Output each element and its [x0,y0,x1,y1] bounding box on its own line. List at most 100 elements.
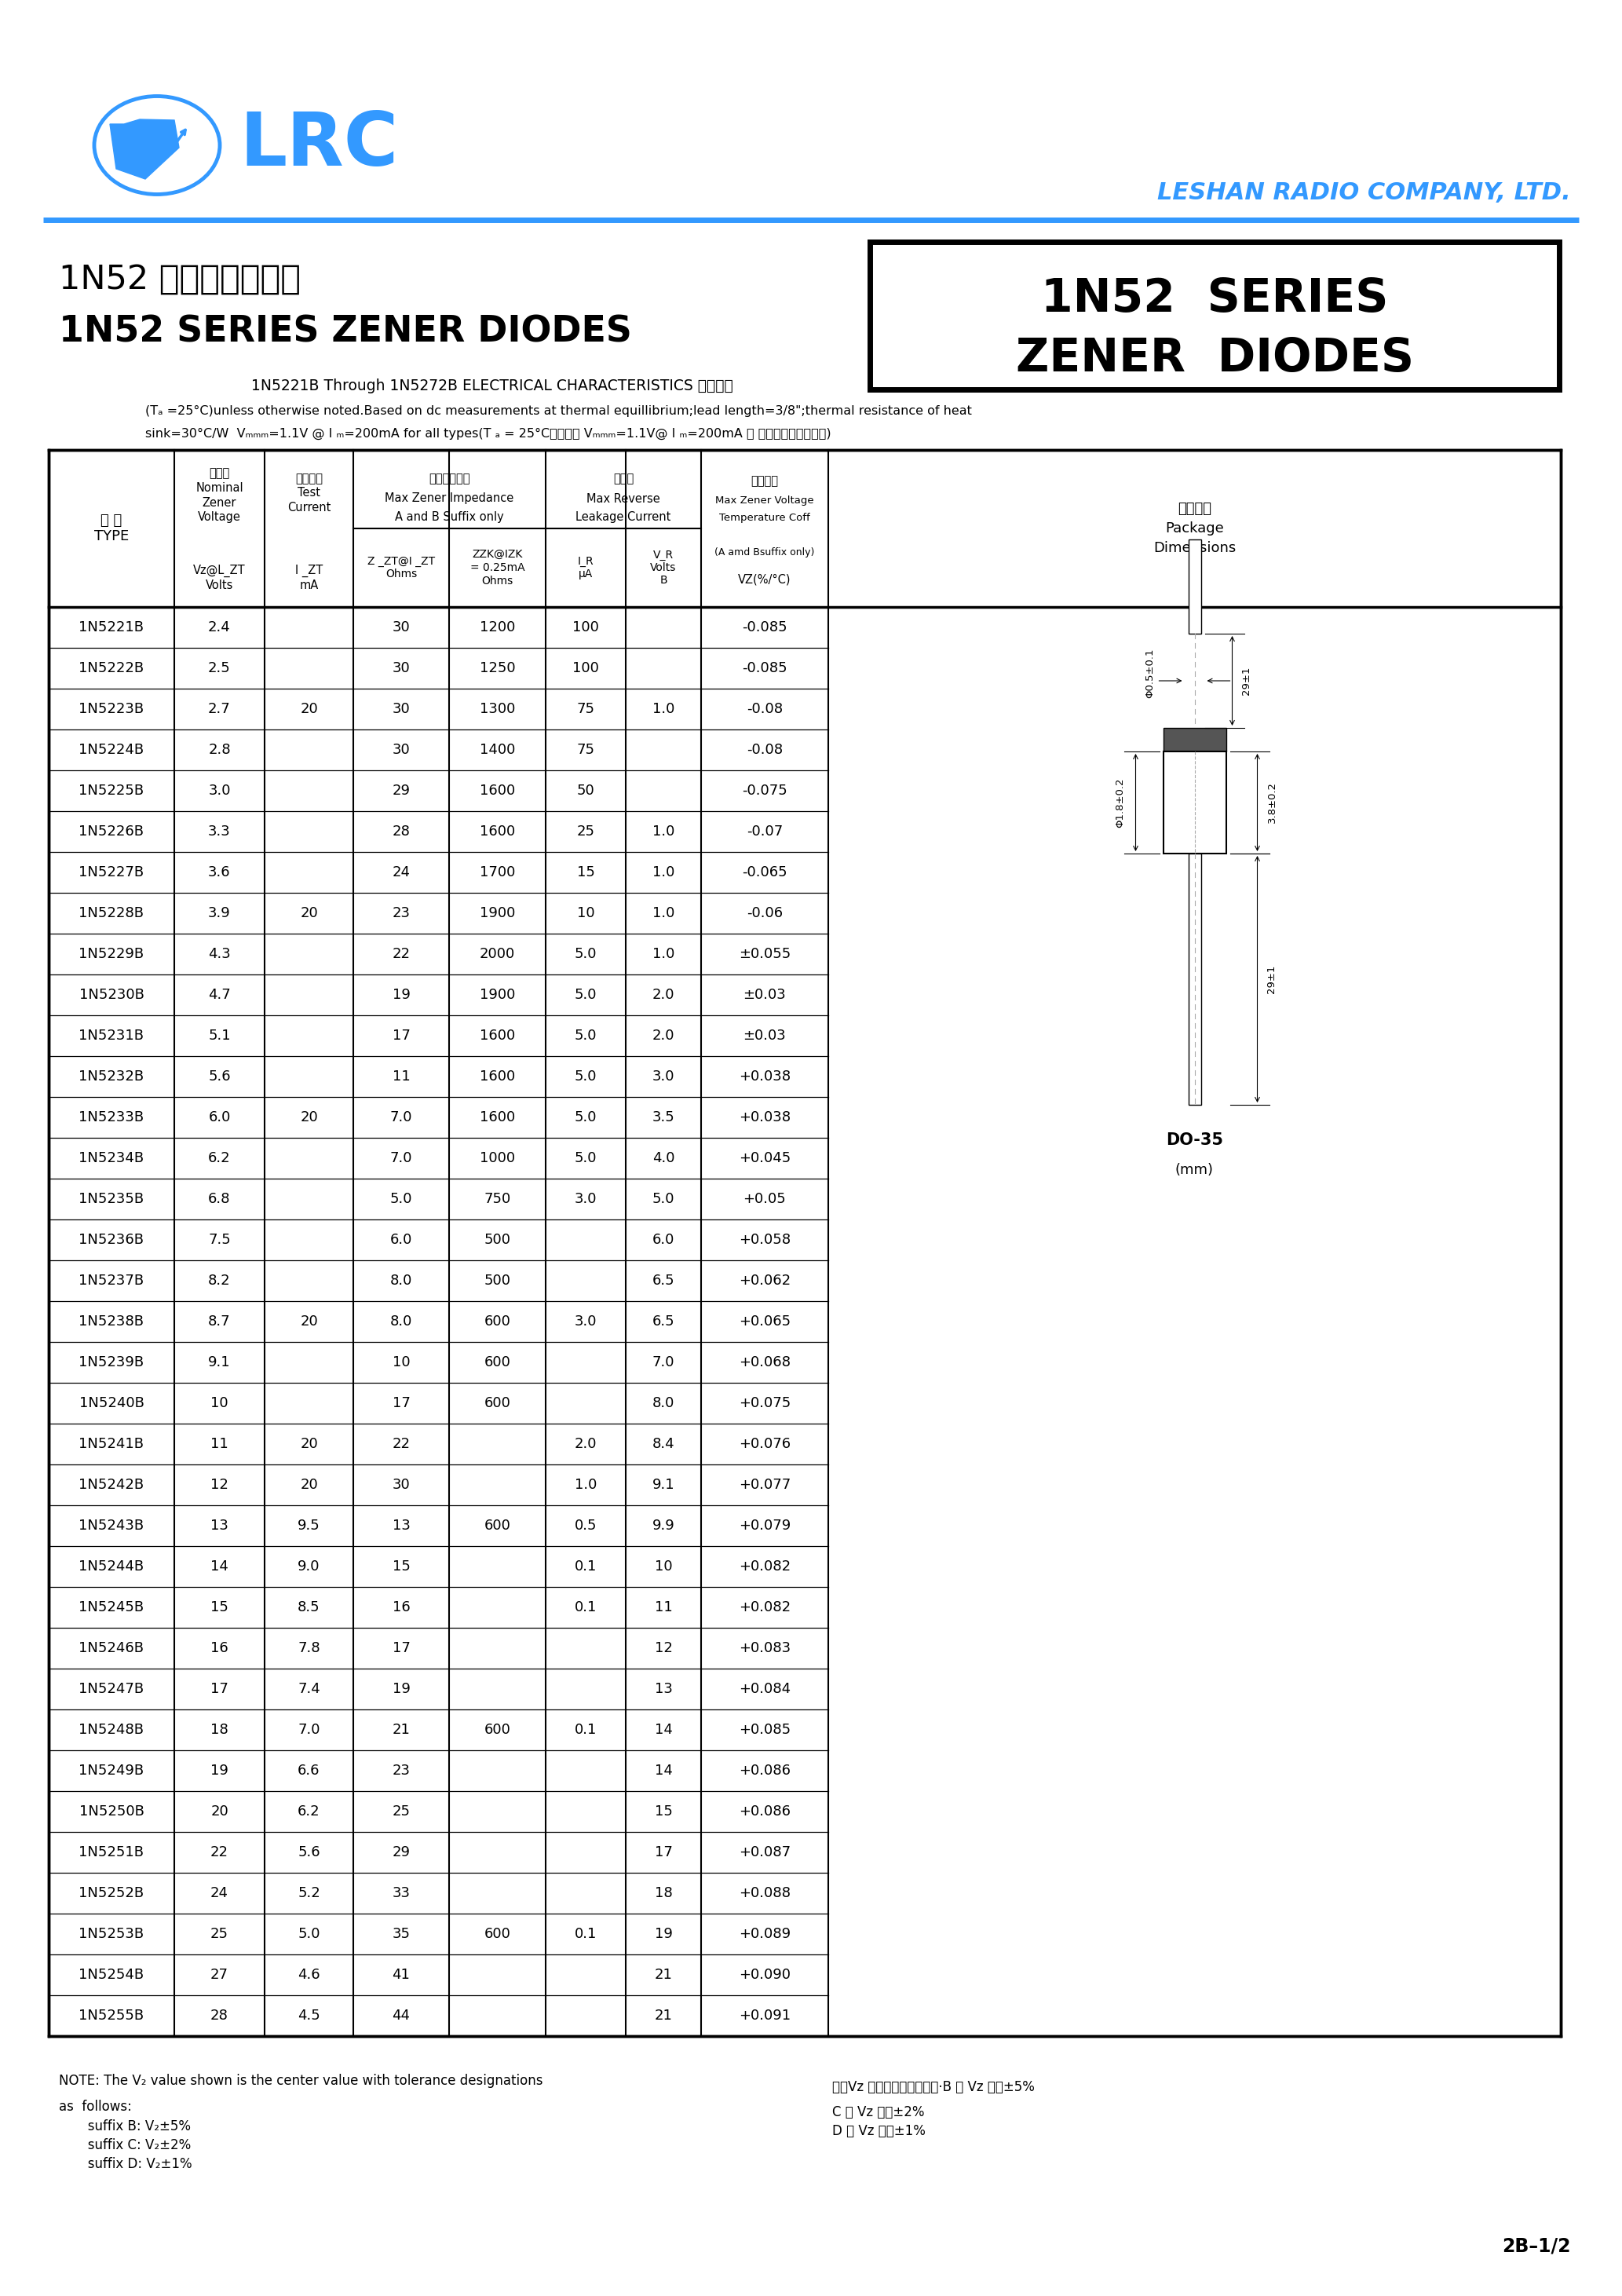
Text: 20: 20 [300,1437,318,1451]
Text: 2.8: 2.8 [208,744,230,758]
Text: 5.2: 5.2 [298,1885,320,1901]
Text: 30: 30 [393,703,410,716]
Polygon shape [110,119,178,179]
Text: 29±1: 29±1 [1241,666,1252,696]
Text: 21: 21 [654,2009,673,2023]
Text: +0.091: +0.091 [738,2009,790,2023]
Text: 14: 14 [654,1722,673,1736]
Text: 5.6: 5.6 [208,1070,230,1084]
Text: 4.7: 4.7 [208,987,230,1001]
Text: +0.065: +0.065 [738,1316,790,1329]
Text: 最大动态阻抗: 最大动态阻抗 [428,473,470,484]
Text: -0.075: -0.075 [741,783,787,797]
Text: 1600: 1600 [480,1070,516,1084]
Text: 30: 30 [393,744,410,758]
Text: suffix C: V₂±2%: suffix C: V₂±2% [58,2138,191,2151]
Text: 稳压値
Nominal
Zener
Voltage: 稳压値 Nominal Zener Voltage [196,468,243,523]
Text: 外型尺寸
Package
Dimensions: 外型尺寸 Package Dimensions [1153,503,1236,556]
Text: 12: 12 [211,1479,229,1492]
Text: 7.8: 7.8 [298,1642,320,1655]
Text: 17: 17 [393,1029,410,1042]
Text: 7.0: 7.0 [389,1150,412,1166]
Text: 1N5232B: 1N5232B [79,1070,144,1084]
Text: 50: 50 [577,783,595,797]
Text: 16: 16 [211,1642,229,1655]
Text: 1N5243B: 1N5243B [79,1518,144,1534]
Text: 7.5: 7.5 [208,1233,230,1247]
Text: 14: 14 [654,1763,673,1777]
Text: 1.0: 1.0 [652,866,675,879]
Text: 5.0: 5.0 [574,1150,597,1166]
Text: 6.5: 6.5 [652,1316,675,1329]
Text: -0.08: -0.08 [746,744,783,758]
Text: +0.058: +0.058 [738,1233,790,1247]
Text: 6.0: 6.0 [389,1233,412,1247]
Text: 1600: 1600 [480,824,516,838]
Text: 1N5245B: 1N5245B [79,1600,144,1614]
Text: 3.0: 3.0 [652,1070,675,1084]
Text: 6.2: 6.2 [298,1805,320,1818]
Text: 3.0: 3.0 [574,1192,597,1205]
Text: DO-35: DO-35 [1166,1132,1223,1148]
Text: 2.4: 2.4 [208,620,230,634]
Text: 1.0: 1.0 [652,907,675,921]
Text: 1N52 SERIES ZENER DIODES: 1N52 SERIES ZENER DIODES [58,315,633,349]
Text: 23: 23 [393,907,410,921]
Text: 1N5221B Through 1N5272B ELECTRICAL CHARACTERISTICS 电性参数: 1N5221B Through 1N5272B ELECTRICAL CHARA… [251,379,733,393]
Text: 1000: 1000 [480,1150,516,1166]
Text: 3.0: 3.0 [208,783,230,797]
Text: 1N5248B: 1N5248B [79,1722,144,1736]
Text: +0.085: +0.085 [738,1722,790,1736]
Text: 注：Vz 为稳压中心値，其中·B 型 Vz 容差±5%: 注：Vz 为稳压中心値，其中·B 型 Vz 容差±5% [832,2080,1035,2094]
Text: 1N5242B: 1N5242B [79,1479,144,1492]
Text: 600: 600 [483,1926,511,1940]
Text: 2.0: 2.0 [652,987,675,1001]
Text: 15: 15 [393,1559,410,1573]
Text: 25: 25 [211,1926,229,1940]
Text: 5.0: 5.0 [574,1111,597,1125]
Text: I _ZT
mA: I _ZT mA [295,565,323,590]
Text: 5.0: 5.0 [574,987,597,1001]
Text: +0.083: +0.083 [738,1642,790,1655]
Text: +0.089: +0.089 [738,1926,790,1940]
Text: 20: 20 [300,703,318,716]
Text: I_R
μA: I_R μA [577,556,594,579]
Text: 1N5252B: 1N5252B [79,1885,144,1901]
Text: 8.0: 8.0 [389,1316,412,1329]
Text: 8.0: 8.0 [652,1396,675,1410]
Text: 20: 20 [300,1111,318,1125]
Text: 16: 16 [393,1600,410,1614]
Text: 33: 33 [393,1885,410,1901]
Text: 1N5228B: 1N5228B [79,907,144,921]
Text: 1N5246B: 1N5246B [79,1642,144,1655]
Text: 19: 19 [393,1683,410,1697]
Text: +0.076: +0.076 [738,1437,790,1451]
Text: -0.06: -0.06 [746,907,783,921]
Text: 11: 11 [211,1437,229,1451]
Text: 75: 75 [577,703,595,716]
Text: 型 号
TYPE: 型 号 TYPE [94,514,128,544]
Text: +0.086: +0.086 [738,1763,790,1777]
Text: 2.0: 2.0 [652,1029,675,1042]
Text: 28: 28 [393,824,410,838]
Text: 1N5254B: 1N5254B [79,1968,144,1981]
Text: suffix B: V₂±5%: suffix B: V₂±5% [58,2119,191,2133]
Text: 6.6: 6.6 [298,1763,320,1777]
Text: Φ0.5±0.1: Φ0.5±0.1 [1145,647,1155,698]
Text: C 型 Vz 容差±2%: C 型 Vz 容差±2% [832,2105,925,2119]
Text: 8.0: 8.0 [389,1274,412,1288]
Text: 温度系数: 温度系数 [751,475,779,487]
Text: +0.090: +0.090 [738,1968,790,1981]
Text: (mm): (mm) [1176,1162,1213,1178]
Text: 600: 600 [483,1316,511,1329]
Text: 5.0: 5.0 [574,946,597,962]
Text: 100: 100 [573,620,599,634]
Text: Max Zener Voltage: Max Zener Voltage [715,496,814,505]
Text: 5.0: 5.0 [652,1192,675,1205]
Text: +0.088: +0.088 [738,1885,790,1901]
Text: 0.1: 0.1 [574,1926,597,1940]
Text: suffix D: V₂±1%: suffix D: V₂±1% [58,2156,191,2172]
Text: 1700: 1700 [480,866,516,879]
Text: Vz@L_ZT
Volts: Vz@L_ZT Volts [193,565,245,590]
Text: 21: 21 [393,1722,410,1736]
